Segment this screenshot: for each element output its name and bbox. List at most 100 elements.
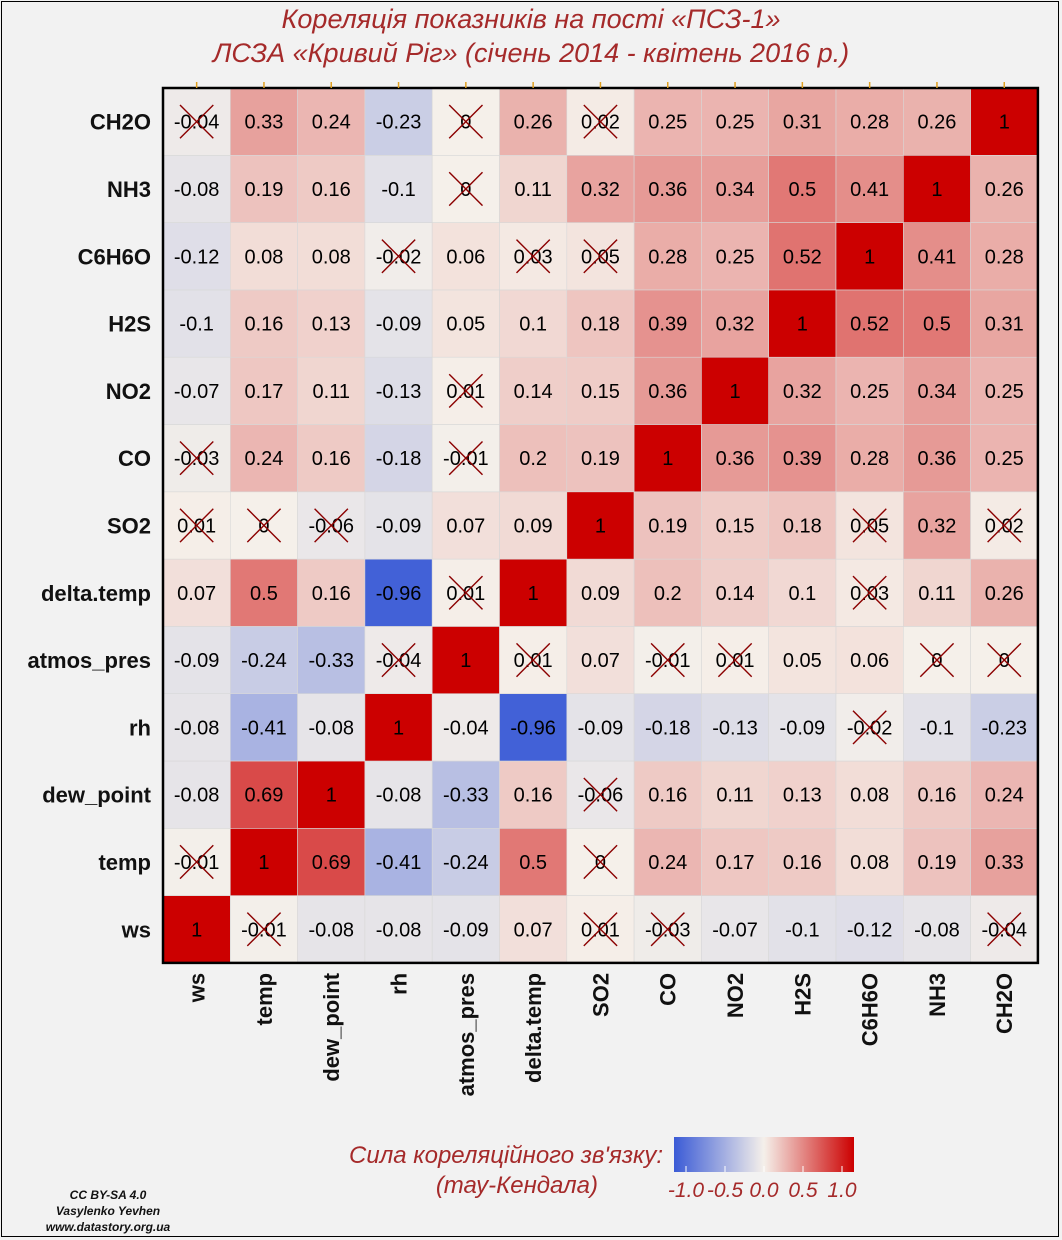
- cell-value-label: 0.07: [177, 583, 216, 605]
- insignificant-cross-mark: [583, 777, 618, 812]
- cell-value-label: -0.03: [174, 448, 220, 470]
- cell-value-label: -0.09: [780, 717, 826, 739]
- insignificant-cross-mark: [179, 508, 214, 543]
- heatmap-cell: [297, 895, 366, 964]
- cell-value-label: 0.09: [514, 515, 553, 537]
- heatmap-cell: [835, 356, 904, 425]
- cell-value-label: 0: [595, 852, 606, 874]
- cell-value-label: -0.12: [847, 919, 893, 941]
- cell-value-label: 0.1: [788, 583, 816, 605]
- cell-value-label: 0.69: [244, 785, 283, 807]
- heatmap-cell: [835, 289, 904, 358]
- cell-value-label: -0.04: [376, 650, 422, 672]
- insignificant-cross-mark: [987, 642, 1022, 678]
- heatmap-cell: [902, 895, 971, 964]
- heatmap-cell: [230, 424, 298, 493]
- cell-value-label: 0.36: [648, 179, 687, 201]
- cell-value-label: 0.01: [446, 583, 485, 605]
- cell-value-label: 0.24: [648, 852, 687, 874]
- heatmap-cell: [633, 491, 702, 560]
- cell-value-label: 0.17: [716, 852, 755, 874]
- cell-value-label: -0.09: [443, 919, 489, 941]
- cell-value-label: 0.08: [312, 246, 351, 268]
- cell-value-label: 0.03: [514, 246, 553, 268]
- cell-value-label: 0.25: [850, 381, 889, 403]
- cell-value-label: 0.41: [850, 179, 889, 201]
- cell-value-label: 0.25: [648, 112, 687, 134]
- cell-value-label: 0.11: [716, 785, 753, 807]
- heatmap-cell: [499, 289, 568, 358]
- cell-value-label: 0.15: [581, 381, 620, 403]
- insignificant-cross-mark: [583, 239, 618, 274]
- y-tick-label: CO: [118, 446, 151, 471]
- cell-value-label: 0.24: [244, 448, 283, 470]
- heatmap-cell: [701, 491, 770, 560]
- heatmap-cell: [768, 356, 837, 425]
- heatmap-cell: [162, 356, 231, 425]
- heatmap-cell: [230, 558, 298, 627]
- cell-value-label: -0.41: [376, 852, 422, 874]
- heatmap-cell: [499, 491, 568, 560]
- x-tick-label: temp: [252, 973, 277, 1026]
- y-tick-label: temp: [98, 850, 151, 875]
- cell-value-label: 1: [662, 448, 673, 470]
- cell-value-label: 1: [460, 650, 471, 672]
- heatmap-cell: [364, 356, 433, 425]
- y-tick-label: C6H6O: [78, 244, 151, 269]
- cell-value-label: 1: [999, 112, 1010, 134]
- cell-value-label: -0.1: [179, 314, 213, 336]
- cell-value-label: 0: [999, 650, 1010, 672]
- insignificant-cross-mark: [516, 642, 551, 678]
- heatmap-cell: [566, 155, 635, 223]
- heatmap-cell: [297, 155, 366, 223]
- cell-value-label: 1: [595, 515, 606, 537]
- cell-value-label: 0.32: [581, 179, 620, 201]
- y-tick-label: atmos_pres: [27, 648, 151, 673]
- heatmap-cell: [768, 760, 837, 829]
- cell-value-label: 0.16: [783, 852, 822, 874]
- heatmap-cell: [297, 289, 366, 358]
- y-tick-label: NH3: [107, 177, 151, 202]
- cell-value-label: -0.06: [578, 785, 624, 807]
- cell-value-label: -0.12: [174, 246, 220, 268]
- cell-value-label: 0.52: [783, 246, 822, 268]
- x-tick-label: delta.temp: [521, 973, 546, 1083]
- cell-value-label: 0.2: [519, 448, 547, 470]
- cell-value-label: 1: [258, 852, 269, 874]
- heatmap-cell: [431, 222, 500, 291]
- heatmap-cell: [902, 558, 971, 627]
- cell-value-label: -0.01: [443, 448, 489, 470]
- insignificant-cross-mark: [717, 642, 753, 678]
- heatmap-cell: [768, 424, 837, 493]
- cell-value-label: 0: [258, 515, 269, 537]
- cell-value-label: 1: [528, 583, 539, 605]
- heatmap-cell: [835, 87, 904, 156]
- cell-value-label: 0.01: [177, 515, 216, 537]
- legend-tick-label: 1.0: [827, 1179, 857, 1202]
- heatmap-cell: [970, 424, 1039, 493]
- heatmap-cell: [566, 424, 635, 493]
- y-tick-label: rh: [129, 715, 151, 740]
- cell-value-label: 0.2: [654, 583, 682, 605]
- cell-value-label: 0.11: [514, 179, 551, 201]
- heatmap-cell: [768, 289, 837, 358]
- cell-value-label: -0.02: [847, 717, 893, 739]
- heatmap-cell: [633, 222, 702, 291]
- cell-value-label: 0.16: [312, 583, 351, 605]
- heatmap-cell: [230, 356, 298, 425]
- cell-value-label: 0: [931, 650, 942, 672]
- heatmap-cell: [162, 558, 231, 627]
- heatmap-cell: [701, 827, 770, 896]
- x-tick-label: H2S: [790, 973, 815, 1016]
- cell-value-label: 0.28: [648, 246, 687, 268]
- cell-value-label: 0.16: [917, 785, 956, 807]
- insignificant-cross-mark: [852, 575, 887, 610]
- insignificant-cross-mark: [583, 844, 618, 880]
- cell-value-label: 0.01: [514, 650, 553, 672]
- heatmap-cell: [566, 356, 635, 425]
- heatmap-cell: [970, 558, 1039, 627]
- cell-value-label: 0.01: [716, 650, 755, 672]
- heatmap-cell: [633, 424, 702, 493]
- heatmap-cell: [297, 87, 366, 156]
- cell-value-label: 0.52: [850, 314, 889, 336]
